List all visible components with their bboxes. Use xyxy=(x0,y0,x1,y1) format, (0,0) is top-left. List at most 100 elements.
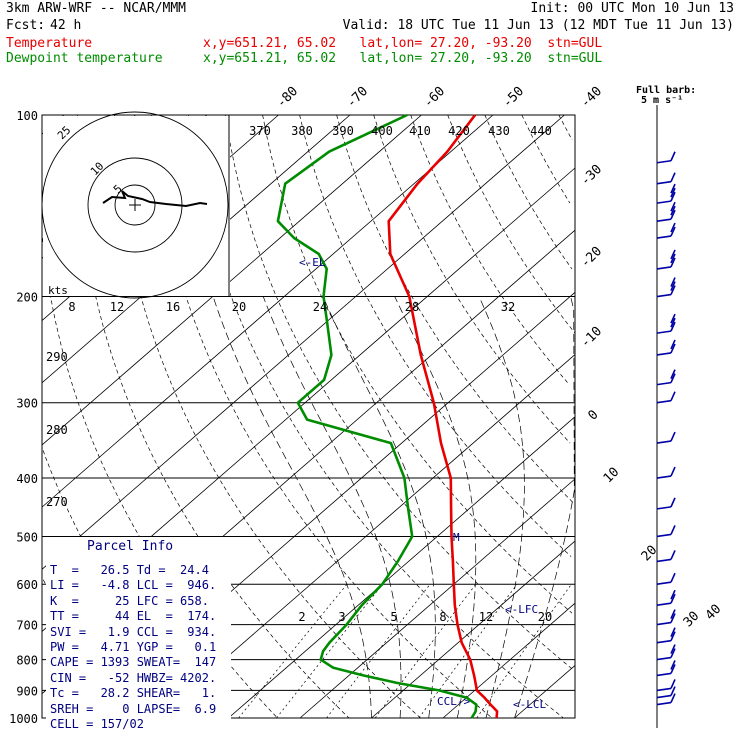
mixing-ratio-label: 2 xyxy=(298,610,305,624)
chart-background-lines xyxy=(41,114,576,727)
wind-barb-staff xyxy=(656,639,672,644)
wind-barb xyxy=(656,249,676,270)
pressure-tick-label: 800 xyxy=(16,654,38,668)
wind-barb xyxy=(656,609,676,626)
parcel-info-background xyxy=(46,537,231,727)
wind-barb-staff xyxy=(656,200,672,204)
isotherm-label: -10 xyxy=(578,324,605,351)
isotherm-label: -40 xyxy=(578,84,605,111)
theta-label: 380 xyxy=(291,124,313,138)
wind-barb-staff xyxy=(656,475,672,479)
wind-barb-staff xyxy=(656,694,672,699)
wind-barb-flag xyxy=(670,613,676,623)
wind-barb-staff xyxy=(656,672,672,677)
pressure-tick-label: 300 xyxy=(16,397,38,411)
speed-scale-label: 12 xyxy=(110,300,124,314)
moist-adiabat xyxy=(478,296,525,719)
parcel-info-row: SREH = 0 LAPSE= 6.9 xyxy=(50,701,217,716)
pressure-tick-label: 400 xyxy=(16,472,38,486)
wind-barb-staff xyxy=(656,330,672,334)
wind-barb-flag xyxy=(670,644,676,654)
parcel-info-row: TT = 44 EL = 174. xyxy=(50,609,217,624)
wind-barb-staff xyxy=(656,218,672,222)
wind-barb xyxy=(656,369,676,386)
wind-barb-flag xyxy=(670,313,676,324)
theta-label: 390 xyxy=(332,124,354,138)
mixing-ratio-line xyxy=(238,583,348,719)
wind-barb-staff xyxy=(656,581,672,586)
wind-barb-flag xyxy=(670,572,676,583)
wind-barb-flag xyxy=(670,281,676,291)
init-time: Init: 00 UTC Mon 10 Jun 13 xyxy=(530,1,735,16)
wind-barb-staff xyxy=(656,602,672,606)
isotherm-line xyxy=(228,416,576,719)
isotherm-line xyxy=(41,114,494,508)
isotherm-label: -80 xyxy=(274,84,301,111)
wind-barb-flag xyxy=(670,466,676,477)
dewpoint-legend: Dewpoint temperature xyxy=(6,51,163,66)
wind-barb xyxy=(656,172,676,185)
wind-barb-flag xyxy=(670,222,676,233)
isotherm-line xyxy=(41,114,422,446)
forecast-hour: 42 h xyxy=(50,18,82,33)
parcel-info-row: T = 26.5 Td = 24.4 xyxy=(50,563,209,577)
wind-barb-flag xyxy=(670,550,676,560)
wind-barb xyxy=(656,693,676,706)
hodograph-ring xyxy=(41,111,229,299)
hodograph-background xyxy=(43,116,230,296)
moist-adiabat xyxy=(322,296,436,719)
wind-barb xyxy=(656,313,676,334)
wind-barb xyxy=(656,391,676,404)
dry-adiabat xyxy=(188,114,564,719)
mixing-ratio-label: 8 xyxy=(439,610,446,624)
wind-barb-staff xyxy=(656,235,672,239)
wind-barb-staff xyxy=(656,159,672,164)
isotherm-line xyxy=(371,540,576,719)
parcel-info-row: LI = -4.8 LCL = 946. xyxy=(50,578,217,593)
wind-barb-flag xyxy=(670,277,676,287)
theta-label: 410 xyxy=(409,124,431,138)
mixing-ratio-label: 5 xyxy=(390,610,397,624)
wind-barb-flag xyxy=(670,664,676,674)
isotherm-label: -50 xyxy=(500,84,527,111)
moist-adiabat xyxy=(514,296,575,719)
level-marker-label: CCL-> xyxy=(437,695,470,708)
isotherm-label: 30 xyxy=(681,609,703,631)
speed-scale-label: 16 xyxy=(166,300,180,314)
isotherm-label: -30 xyxy=(578,162,605,189)
dry-adiabat xyxy=(373,114,571,444)
speed-scale-label: 20 xyxy=(232,300,246,314)
wind-barb-flag xyxy=(670,151,676,162)
wind-barb-staff xyxy=(656,506,672,510)
mixing-ratio-label: 20 xyxy=(538,610,552,624)
wind-barb xyxy=(656,466,676,479)
parcel-info-row: CIN = -52 HWBZ= 4202. xyxy=(50,670,217,685)
dry-adiabat xyxy=(410,114,570,385)
wind-barb-staff xyxy=(656,266,672,270)
isotherm-line xyxy=(442,602,576,719)
wind-barb xyxy=(656,183,676,204)
wind-barb xyxy=(656,431,676,444)
wind-barb-flag xyxy=(670,648,676,658)
temperature-location: x,y=651.21, 65.02 lat,lon= 27.20, -93.20… xyxy=(203,36,603,51)
dry-adiabat xyxy=(151,114,493,719)
temperature-trace xyxy=(387,114,499,719)
dry-adiabat-label: 280 xyxy=(46,423,68,437)
parcel-info-row: K = 25 LFC = 658. xyxy=(50,593,209,608)
level-marker-label: <-LCL xyxy=(513,698,546,711)
valid-time: Valid: 18 UTC Tue 11 Jun 13 (12 MDT Tue … xyxy=(342,18,734,33)
speed-scale-label: 24 xyxy=(313,300,327,314)
dry-adiabat xyxy=(262,114,573,614)
wind-barb xyxy=(656,339,676,356)
wind-barb xyxy=(656,151,676,164)
wind-barb-staff xyxy=(656,701,672,706)
wind-barb-staff xyxy=(656,656,672,661)
wind-barb-flag xyxy=(670,391,676,402)
pressure-tick-label: 500 xyxy=(16,530,38,544)
isotherm-label: 40 xyxy=(703,602,725,624)
wind-barb-flag xyxy=(670,497,676,508)
wind-barb-flag xyxy=(670,191,676,202)
